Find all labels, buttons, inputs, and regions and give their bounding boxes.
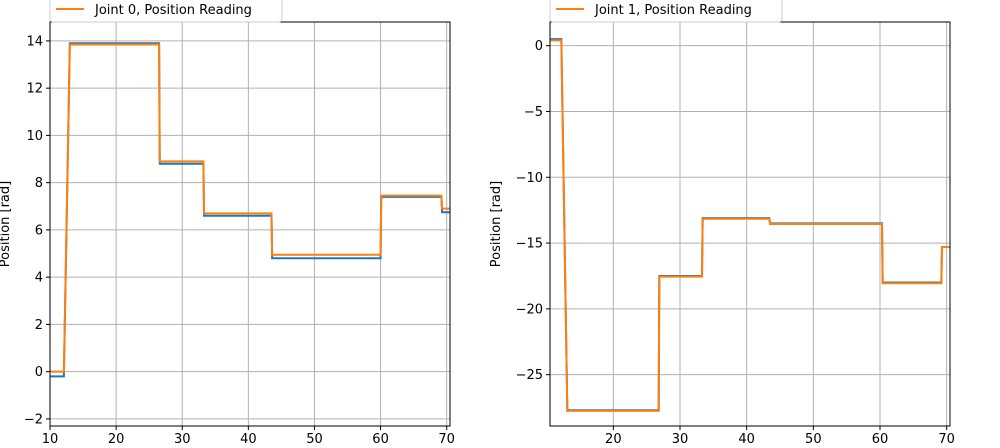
x-tick-label: 50 [805, 432, 822, 447]
y-tick-label: 12 [26, 82, 43, 97]
series-line-position-reading [50, 43, 450, 373]
x-tick-label: 60 [372, 432, 389, 447]
x-tick-label: 40 [738, 432, 755, 447]
y-tick-label: 0 [535, 39, 543, 54]
y-tick-label: 4 [35, 271, 43, 286]
y-tick-label: −15 [516, 237, 543, 252]
series-line-position-reading [550, 39, 950, 412]
x-tick-label: 30 [174, 432, 191, 447]
y-tick-label: 10 [26, 129, 43, 144]
x-tick-label: 70 [938, 432, 955, 447]
y-tick-label: 8 [35, 176, 43, 191]
x-tick-label: 50 [306, 432, 323, 447]
legend-box [549, 0, 783, 23]
y-axis-label: Position [rad] [0, 181, 13, 267]
y-tick-label: −5 [524, 105, 543, 120]
y-tick-label: 0 [35, 365, 43, 380]
legend: Joint 1, Position Reading [549, 0, 783, 23]
x-tick-label: 20 [605, 432, 622, 447]
x-tick-label: 70 [438, 432, 455, 447]
y-tick-label: −10 [516, 171, 543, 186]
subplot-joint-1: 20 30 40 50 60 70 0 −5 −10 −15 −20 −25 Position [ra… [489, 0, 955, 447]
y-tick-label: 2 [35, 318, 43, 333]
legend-label: Joint 1, Position Reading [594, 3, 752, 18]
x-tick-label: 40 [240, 432, 257, 447]
x-tick-label: 30 [672, 432, 689, 447]
y-axis-label: Position [rad] [489, 181, 504, 267]
y-tick-label: 6 [35, 223, 43, 238]
x-tick-label: 10 [42, 432, 59, 447]
y-tick-label: −20 [516, 302, 543, 317]
legend-label: Joint 0, Position Reading [94, 3, 252, 18]
y-tick-label: 14 [26, 34, 43, 49]
y-tick-label: −2 [24, 412, 43, 427]
legend: Joint 0, Position Reading [49, 0, 283, 23]
subplot-joint-0: 10 20 30 40 50 60 70 −2 0 2 4 6 8 10 12 14 Position [ra… [0, 0, 455, 447]
x-tick-label: 60 [872, 432, 889, 447]
legend-box [49, 0, 283, 23]
x-tick-label: 20 [108, 432, 125, 447]
y-tick-label: −25 [516, 368, 543, 383]
